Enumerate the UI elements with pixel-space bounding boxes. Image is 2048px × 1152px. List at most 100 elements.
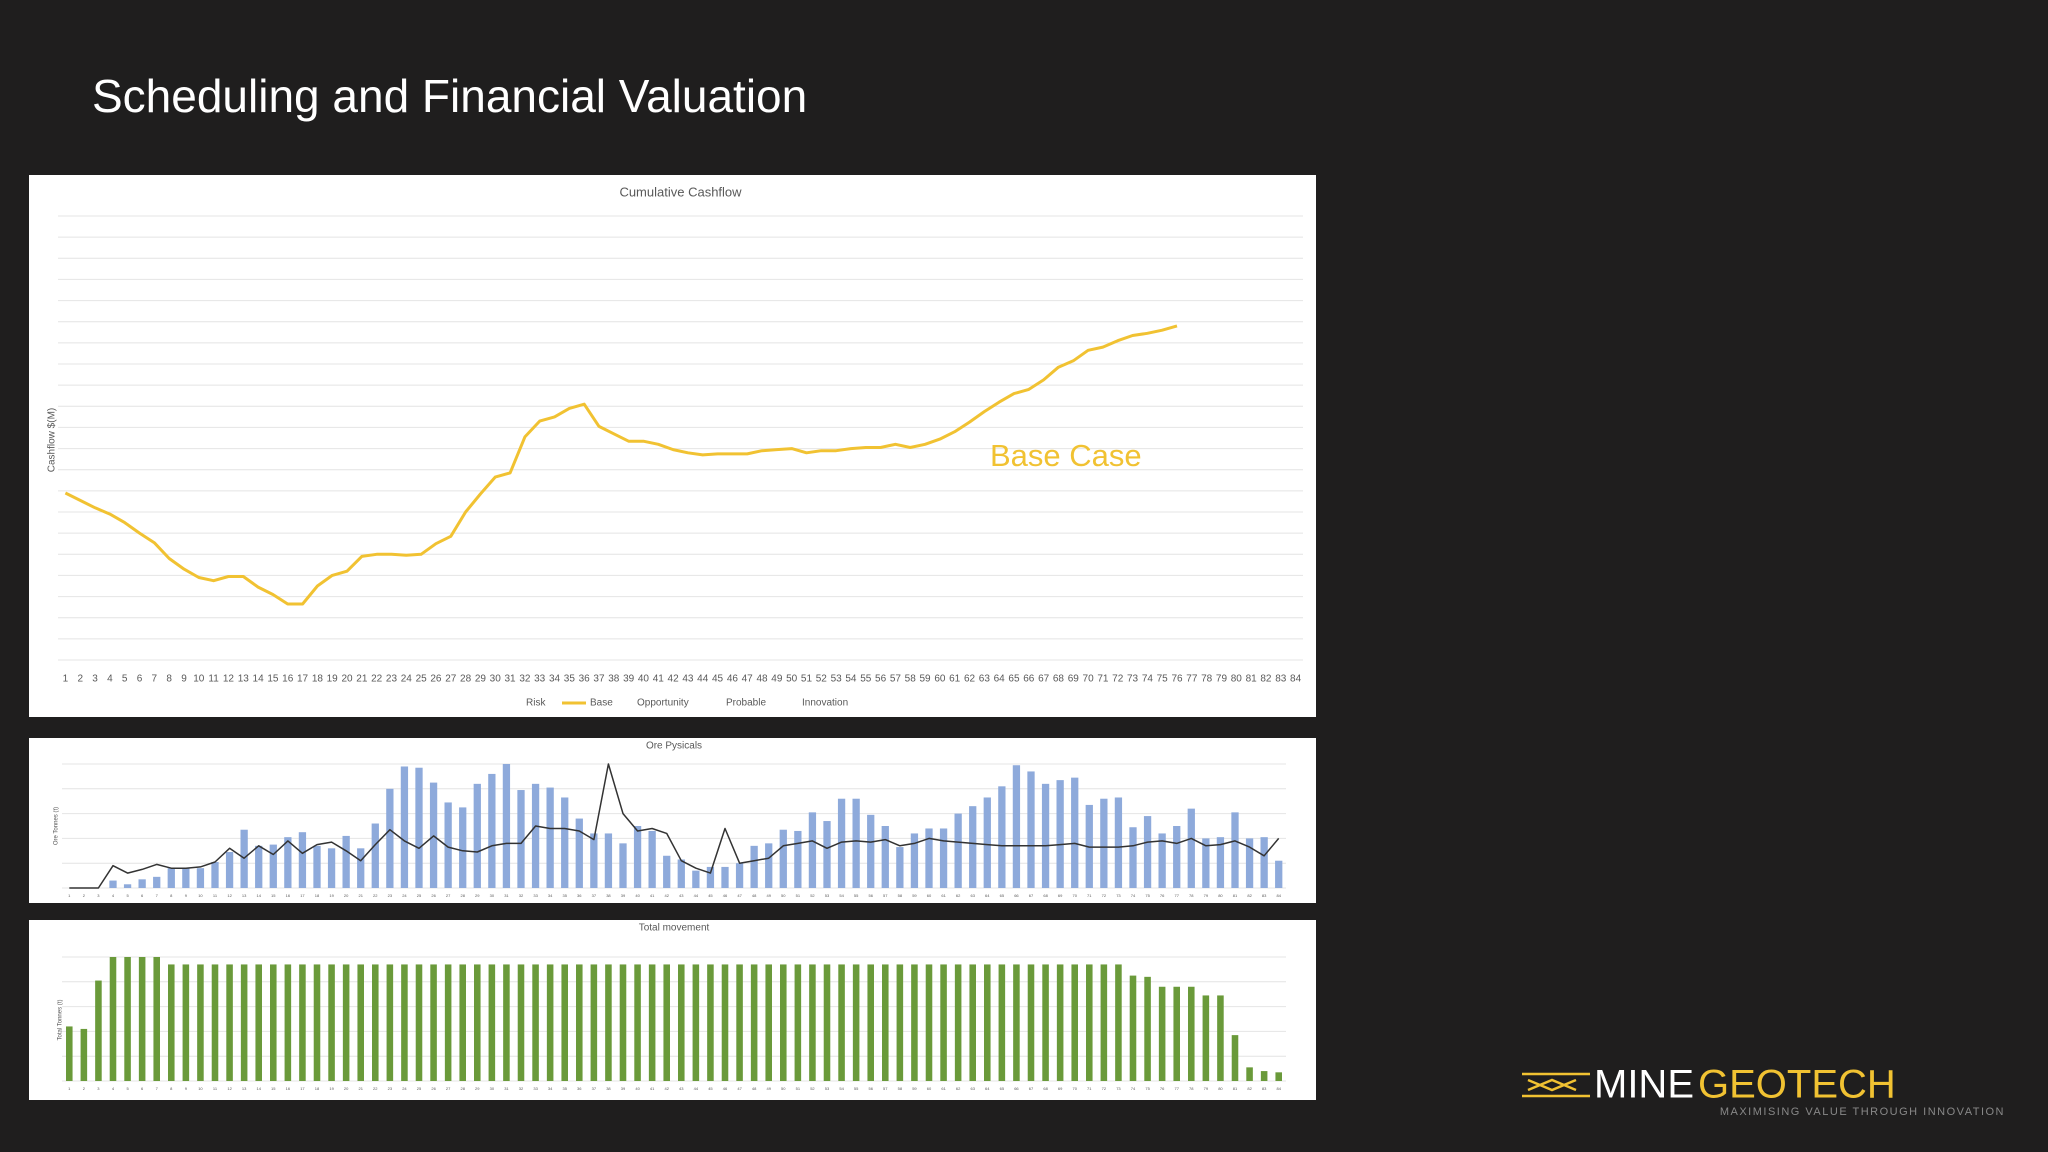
x-tick-label: 52 (816, 674, 828, 685)
bar (1056, 964, 1064, 1081)
legend-label: Base (590, 698, 613, 709)
x-tick-label: 52 (810, 1086, 815, 1091)
x-tick-label: 7 (152, 674, 158, 685)
x-tick-label: 27 (446, 1086, 451, 1091)
x-tick-label: 30 (490, 674, 502, 685)
x-tick-label: 20 (341, 674, 353, 685)
bar (794, 964, 802, 1081)
legend-label: Probable (726, 698, 766, 709)
x-tick-label: 54 (839, 1086, 844, 1091)
bar (517, 790, 525, 888)
x-tick-label: 65 (1000, 893, 1005, 898)
x-tick-label: 74 (1142, 674, 1154, 685)
x-tick-label: 1 (68, 893, 71, 898)
x-tick-label: 47 (737, 1086, 742, 1091)
bar (984, 964, 991, 1081)
bar (474, 964, 481, 1081)
bar (1202, 838, 1210, 888)
x-tick-label: 60 (927, 1086, 932, 1091)
x-tick-label: 40 (635, 1086, 640, 1091)
x-tick-label: 25 (417, 893, 422, 898)
x-tick-label: 10 (198, 893, 203, 898)
x-tick-label: 62 (964, 674, 976, 685)
bar (1217, 995, 1224, 1081)
x-tick-label: 59 (912, 893, 917, 898)
x-tick-label: 84 (1290, 674, 1302, 685)
x-tick-label: 48 (752, 893, 757, 898)
x-tick-label: 38 (606, 1086, 611, 1091)
bar (211, 964, 219, 1081)
x-tick-label: 81 (1246, 674, 1258, 685)
bar (255, 964, 262, 1081)
bar (1246, 1067, 1253, 1081)
bar (575, 818, 583, 888)
chart-panel (29, 175, 1316, 717)
bar (925, 828, 933, 888)
x-tick-label: 36 (579, 674, 591, 685)
x-tick-label: 64 (985, 893, 990, 898)
bar (284, 964, 292, 1081)
x-tick-label: 60 (927, 893, 932, 898)
x-tick-label: 72 (1102, 893, 1107, 898)
bar (1144, 976, 1151, 1081)
x-tick-label: 32 (519, 1086, 524, 1091)
bar (109, 957, 117, 1081)
x-tick-label: 11 (213, 1086, 218, 1091)
x-tick-label: 64 (985, 1086, 990, 1091)
bar (750, 964, 758, 1081)
x-tick-label: 49 (766, 893, 771, 898)
annotation: Base Case (990, 438, 1142, 473)
x-tick-label: 12 (227, 893, 232, 898)
x-tick-label: 48 (756, 674, 768, 685)
legend-label: Opportunity (637, 698, 689, 709)
x-tick-label: 79 (1204, 893, 1209, 898)
x-tick-label: 69 (1068, 674, 1080, 685)
bar (386, 964, 394, 1081)
x-tick-label: 51 (796, 893, 801, 898)
x-tick-label: 76 (1171, 674, 1183, 685)
bar (721, 866, 729, 888)
x-tick-label: 57 (883, 893, 888, 898)
chart-title: Total movement (639, 923, 710, 934)
x-tick-label: 22 (371, 674, 383, 685)
x-tick-label: 75 (1145, 893, 1150, 898)
x-tick-label: 41 (650, 893, 655, 898)
x-tick-label: 55 (860, 674, 872, 685)
bar (911, 964, 918, 1081)
x-tick-label: 43 (679, 893, 684, 898)
x-tick-label: 28 (460, 893, 465, 898)
x-tick-label: 18 (315, 893, 320, 898)
bar (736, 964, 743, 1081)
bar (401, 964, 408, 1081)
bar (604, 833, 613, 888)
bar (299, 964, 306, 1081)
x-tick-label: 14 (256, 893, 261, 898)
bar (619, 964, 627, 1081)
bar (1143, 816, 1152, 888)
x-tick-label: 9 (181, 674, 187, 685)
x-tick-label: 22 (373, 893, 378, 898)
bar (852, 798, 860, 888)
x-tick-label: 64 (994, 674, 1006, 685)
x-tick-label: 57 (890, 674, 902, 685)
bar (809, 964, 816, 1081)
bar (1216, 837, 1225, 888)
x-tick-label: 66 (1014, 1086, 1019, 1091)
x-tick-label: 11 (213, 893, 218, 898)
x-tick-label: 57 (883, 1086, 888, 1091)
bar (1245, 838, 1254, 888)
x-tick-label: 16 (282, 674, 294, 685)
x-tick-label: 10 (198, 1086, 203, 1091)
x-tick-label: 22 (373, 1086, 378, 1091)
x-tick-label: 78 (1189, 1086, 1194, 1091)
x-tick-label: 58 (905, 674, 917, 685)
x-tick-label: 70 (1072, 893, 1077, 898)
x-tick-label: 75 (1157, 674, 1169, 685)
bar (386, 788, 394, 888)
bar (182, 964, 190, 1081)
bar (780, 964, 787, 1081)
bar (1231, 1035, 1239, 1081)
logo-tagline: MAXIMISING VALUE THROUGH INNOVATION (1720, 1106, 2005, 1118)
bar (1158, 986, 1166, 1081)
x-tick-label: 44 (694, 1086, 699, 1091)
